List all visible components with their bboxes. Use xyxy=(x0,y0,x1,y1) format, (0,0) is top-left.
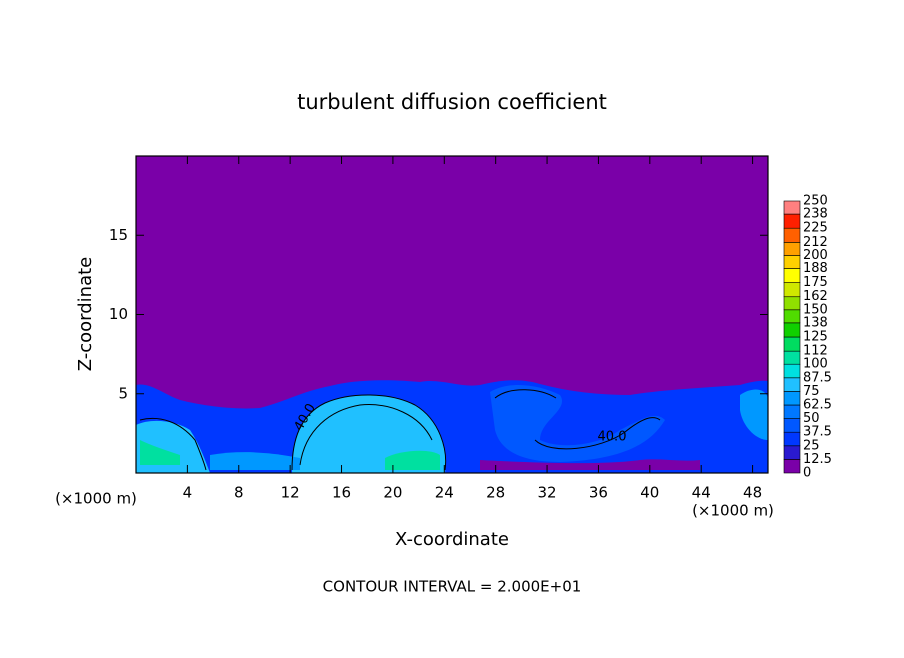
x-tick-label: 48 xyxy=(743,484,762,502)
x-tick-label: 40 xyxy=(640,484,659,502)
field-region xyxy=(385,450,440,470)
colorbar-label: 125 xyxy=(803,330,828,345)
colorbar-bin xyxy=(783,200,801,215)
colorbar-bin xyxy=(783,309,801,324)
colorbar-bin xyxy=(783,296,801,311)
contour-label: 40.0 xyxy=(598,430,627,445)
field-region xyxy=(210,452,300,470)
colorbar-bin xyxy=(783,350,801,365)
colorbar-label: 87.5 xyxy=(803,370,832,385)
contour-label: 40.0 xyxy=(551,441,580,456)
colorbar-label: 200 xyxy=(803,248,828,263)
footnote: CONTOUR INTERVAL = 2.000E+01 xyxy=(323,578,582,596)
x-tick-label: 28 xyxy=(486,484,505,502)
colorbar-label: 37.5 xyxy=(803,425,832,440)
colorbar-label: 250 xyxy=(803,194,828,209)
x-unit-label: (×1000 m) xyxy=(692,502,774,520)
colorbar-label: 12.5 xyxy=(803,452,832,467)
colorbar-label: 75 xyxy=(803,384,820,399)
colorbar-bin xyxy=(783,213,801,229)
colorbar-bin xyxy=(783,242,801,256)
contour-line xyxy=(494,389,557,399)
field-region xyxy=(490,384,665,462)
colorbar-bin xyxy=(783,418,801,433)
field-region xyxy=(140,440,180,465)
colorbar-bin xyxy=(783,268,801,283)
colorbar-label: 162 xyxy=(803,289,828,304)
y-tick-label: 10 xyxy=(109,305,128,323)
x-tick-label: 12 xyxy=(281,484,300,502)
colorbar-label: 150 xyxy=(803,302,828,317)
colorbar-label: 138 xyxy=(803,315,828,330)
contour-line xyxy=(139,417,207,471)
colorbar-bin xyxy=(783,445,801,460)
colorbar-label: 225 xyxy=(803,221,828,236)
contour-line xyxy=(291,394,447,471)
plot-area: 40.0 40.0 40.0 xyxy=(135,155,769,474)
field-region xyxy=(480,459,700,470)
colorbar-bin xyxy=(783,363,801,379)
x-axis-label: X-coordinate xyxy=(395,529,509,550)
x-tick-label: 36 xyxy=(589,484,608,502)
x-tick-label: 8 xyxy=(234,484,244,502)
colorbar-bin xyxy=(783,431,801,447)
colorbar-bin xyxy=(783,459,801,474)
contour-line xyxy=(299,404,433,466)
colorbar-label: 188 xyxy=(803,261,828,276)
colorbar-label: 212 xyxy=(803,235,828,250)
colorbar-bin xyxy=(783,377,801,392)
x-tick-label: 4 xyxy=(183,484,193,502)
colorbar-bin xyxy=(783,322,801,338)
x-tick-label: 20 xyxy=(383,484,402,502)
y-tick-label: 15 xyxy=(109,226,128,244)
contour-line xyxy=(534,417,661,450)
colorbar-label: 0 xyxy=(803,466,811,481)
x-tick-label: 16 xyxy=(332,484,351,502)
x-tick-label: 32 xyxy=(538,484,557,502)
colorbar-bin xyxy=(783,255,801,269)
colorbar-label: 112 xyxy=(803,344,828,359)
x-tick-label: 44 xyxy=(692,484,711,502)
colorbar-bin xyxy=(783,404,801,419)
colorbar-label: 25 xyxy=(803,438,820,453)
colorbar-bin xyxy=(783,391,801,406)
colorbar-label: 62.5 xyxy=(803,398,832,413)
y-axis-label: Z-coordinate xyxy=(75,257,96,372)
colorbar-bin xyxy=(783,336,801,352)
colorbar-label: 100 xyxy=(803,357,828,372)
colorbar-label: 238 xyxy=(803,207,828,222)
colorbar-label: 50 xyxy=(803,411,820,426)
x-tick-label: 24 xyxy=(435,484,454,502)
colorbar-bin xyxy=(783,227,801,243)
field-region xyxy=(740,389,768,440)
chart-title: turbulent diffusion coefficient xyxy=(297,90,607,114)
colorbar-bin xyxy=(783,282,801,298)
colorbar-label: 175 xyxy=(803,275,828,290)
y-tick-label: 5 xyxy=(118,384,128,402)
x-unit-label: (×1000 m) xyxy=(55,490,137,508)
